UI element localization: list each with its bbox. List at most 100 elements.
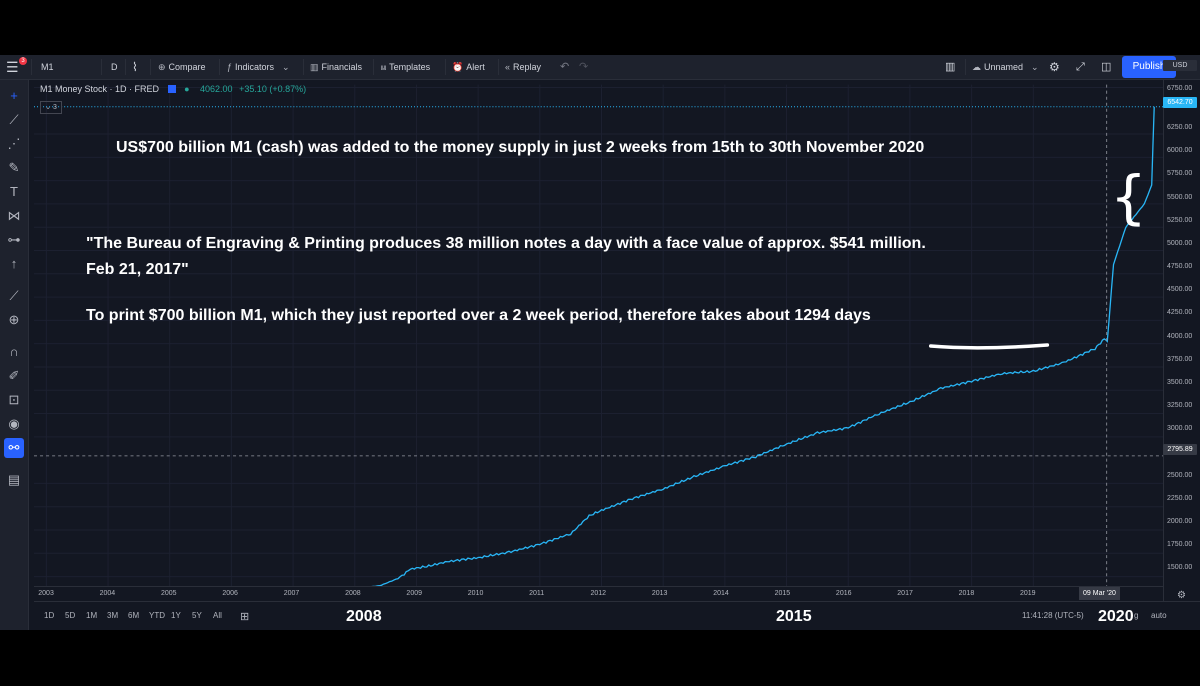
range-button-5y[interactable]: 5Y bbox=[192, 611, 202, 620]
indicators-button[interactable]: ƒ Indicators ⌄ bbox=[227, 62, 290, 72]
year-overlay-2008: 2008 bbox=[346, 608, 382, 625]
compare-button[interactable]: ⊕ Compare bbox=[158, 62, 206, 72]
year-overlay-2020: 2020 bbox=[1098, 608, 1134, 625]
last-price: 4062.00 bbox=[200, 84, 233, 94]
templates-button[interactable]: ⩏ Templates bbox=[381, 62, 431, 72]
trash-icon[interactable]: ▤ bbox=[7, 472, 21, 487]
chevron-down-icon: ⌄ bbox=[282, 62, 290, 72]
range-button-1m[interactable]: 1M bbox=[86, 611, 98, 620]
alert-button[interactable]: ⏰ Alert bbox=[452, 62, 485, 72]
time-tick-label: 2008 bbox=[345, 590, 361, 597]
symbol-search[interactable]: M1 bbox=[41, 62, 54, 72]
time-axis[interactable] bbox=[34, 586, 1163, 601]
time-tick-label: 2017 bbox=[897, 590, 913, 597]
cloud-icon: ☁ bbox=[972, 62, 981, 72]
eye-icon[interactable]: ◉ bbox=[8, 416, 20, 431]
price-tick-label: 1750.00 bbox=[1167, 541, 1193, 549]
price-tick-label: 5000.00 bbox=[1167, 239, 1193, 247]
price-scale[interactable] bbox=[1163, 80, 1200, 630]
currency-label[interactable]: USD bbox=[1163, 60, 1197, 71]
range-button-5d[interactable]: 5D bbox=[65, 611, 76, 620]
arrow-up-icon[interactable]: ↑ bbox=[10, 256, 18, 271]
price-tick-label: 6000.00 bbox=[1167, 147, 1193, 155]
range-button-ytd[interactable]: YTD bbox=[149, 611, 165, 620]
price-tick-label: 5500.00 bbox=[1167, 193, 1193, 201]
time-tick-label: 2009 bbox=[406, 590, 422, 597]
log-scale-toggle[interactable]: g bbox=[1134, 611, 1139, 620]
legend-collapse-toggle[interactable]: ⌄ 3 bbox=[40, 101, 62, 114]
chart-style-icon[interactable]: ⌇ bbox=[132, 60, 138, 74]
replay-button[interactable]: «Replay bbox=[505, 62, 542, 72]
price-tick-label: 2500.00 bbox=[1167, 471, 1193, 479]
clock[interactable]: 11:41:28 (UTC-5) bbox=[1022, 611, 1084, 620]
financials-button[interactable]: ▥ Financials bbox=[310, 62, 363, 72]
prediction-icon[interactable]: ⊶ bbox=[7, 232, 21, 247]
top-toolbar: ☰ 3 M1 D ⌇ ⊕ Compare ƒ Indicators ⌄ ▥ Financ… bbox=[0, 55, 1200, 80]
brush-icon[interactable]: ✎ bbox=[8, 160, 20, 175]
templates-icon: ⩏ bbox=[381, 62, 387, 72]
fullscreen-icon[interactable]: ⤢ bbox=[1076, 61, 1085, 73]
crosshair-date-label: 09 Mar '20 bbox=[1079, 587, 1120, 600]
lock-drawings-icon[interactable]: ✐ bbox=[8, 368, 20, 383]
range-button-3m[interactable]: 3M bbox=[107, 611, 119, 620]
price-tick-label: 4500.00 bbox=[1167, 286, 1193, 294]
time-tick-label: 2007 bbox=[283, 590, 300, 597]
price-tick-label: 5750.00 bbox=[1167, 170, 1193, 178]
menu-icon[interactable]: ☰ bbox=[6, 59, 19, 75]
price-tick-label: 3000.00 bbox=[1167, 425, 1193, 433]
range-button-6m[interactable]: 6M bbox=[128, 611, 140, 620]
interval-button[interactable]: D bbox=[111, 62, 118, 72]
notification-badge: 3 bbox=[19, 57, 27, 65]
alarm-clock-icon: ⏰ bbox=[452, 62, 464, 72]
flag-icon[interactable] bbox=[167, 85, 176, 93]
series-legend[interactable]: M1 Money Stock · 1D · FRED ● 4062.00 +35… bbox=[40, 84, 306, 94]
chevron-down-icon: ⌄ bbox=[1031, 62, 1039, 72]
settings-gear-icon[interactable]: ⚙ bbox=[1049, 60, 1060, 74]
drawing-toolbar: + ⟋ ⋰ ✎ T ⋈ ⊶ ↑ ⟋ ⊕ ∩ ✐ ⊡ ◉ ⚯ ▤ bbox=[0, 80, 29, 630]
price-tick-label: 4750.00 bbox=[1167, 263, 1193, 271]
annotation-calc: To print $700 billion M1, which they jus… bbox=[86, 307, 871, 324]
rewind-icon: « bbox=[505, 62, 511, 72]
fx-icon: ƒ bbox=[227, 62, 233, 72]
link-icon[interactable]: ⚯ bbox=[4, 438, 24, 458]
trend-line-icon[interactable]: ⟋ bbox=[9, 112, 19, 127]
annotation-headline: US$700 billion M1 (cash) was added to th… bbox=[116, 139, 925, 156]
time-tick-label: 2006 bbox=[222, 590, 238, 597]
plus-circle-icon: ⊕ bbox=[158, 62, 166, 72]
fib-tool-icon[interactable]: ⋰ bbox=[7, 136, 21, 151]
pattern-icon[interactable]: ⋈ bbox=[7, 208, 21, 223]
undo-icon[interactable]: ↶ bbox=[560, 61, 570, 73]
range-button-1y[interactable]: 1Y bbox=[171, 611, 181, 620]
redo-icon[interactable]: ↷ bbox=[579, 61, 589, 73]
camera-icon[interactable]: ◫ bbox=[1101, 61, 1112, 73]
price-tick-label: 4000.00 bbox=[1167, 332, 1193, 340]
price-tick-label: 3750.00 bbox=[1167, 355, 1193, 363]
layout-name-button[interactable]: ☁ Unnamed ⌄ bbox=[972, 62, 1039, 72]
publish-button[interactable]: Publish bbox=[1122, 56, 1176, 78]
status-dot-icon: ● bbox=[184, 84, 190, 94]
ruler-icon[interactable]: ⟋ bbox=[9, 288, 19, 303]
last-price-label: 6542.70 bbox=[1163, 96, 1197, 108]
auto-scale-toggle[interactable]: auto bbox=[1151, 611, 1167, 620]
magnet-icon[interactable]: ∩ bbox=[9, 344, 19, 359]
time-tick-label: 2003 bbox=[38, 590, 54, 597]
price-tick-label: 3500.00 bbox=[1167, 378, 1193, 386]
layout-grid-icon[interactable]: ▥ bbox=[945, 61, 956, 73]
price-chart[interactable] bbox=[34, 80, 1169, 598]
time-tick-label: 2012 bbox=[590, 590, 607, 597]
price-change: +35.10 (+0.87%) bbox=[239, 84, 307, 94]
price-tick-label: 1500.00 bbox=[1167, 564, 1193, 572]
time-tick-label: 2013 bbox=[651, 590, 668, 597]
range-button-all[interactable]: All bbox=[213, 611, 222, 620]
price-tick-label: 2000.00 bbox=[1167, 517, 1193, 525]
lock-icon[interactable]: ⊡ bbox=[8, 392, 20, 407]
series-line-m1[interactable] bbox=[107, 106, 1155, 595]
zoom-in-icon[interactable]: ⊕ bbox=[8, 312, 20, 327]
crosshair-icon[interactable]: + bbox=[10, 88, 18, 103]
bar-chart-icon: ▥ bbox=[310, 62, 319, 72]
date-range-icon[interactable]: ⊞ bbox=[240, 611, 250, 623]
axis-settings-icon[interactable]: ⚙ bbox=[1177, 590, 1186, 601]
range-button-1d[interactable]: 1D bbox=[44, 611, 55, 620]
text-tool-icon[interactable]: T bbox=[10, 184, 18, 199]
time-tick-label: 2018 bbox=[958, 590, 975, 597]
